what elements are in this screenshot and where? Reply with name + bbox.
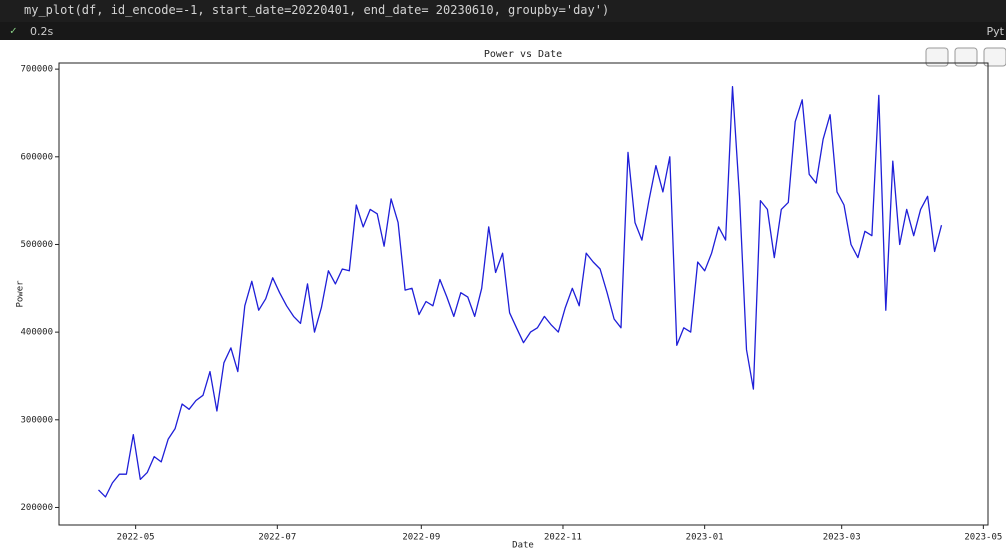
- x-tick-label: 2022-07: [258, 533, 296, 543]
- x-tick-label: 2023-05: [964, 533, 1002, 543]
- x-tick-label: 2022-09: [402, 533, 440, 543]
- y-tick-label: 600000: [20, 152, 53, 162]
- figure-bg: [0, 40, 1006, 554]
- axes-frame: [58, 62, 989, 526]
- y-tick-label: 700000: [20, 65, 53, 75]
- power-line: [98, 86, 943, 498]
- kernel-label[interactable]: Pyt: [986, 25, 1004, 38]
- code-text: my_plot(df, id_encode=-1, start_date=202…: [24, 3, 610, 17]
- chart-title: Power vs Date: [484, 49, 562, 60]
- y-tick-label: 300000: [20, 415, 53, 425]
- y-tick-label: 500000: [20, 240, 53, 250]
- x-tick-label: 2023-01: [686, 533, 724, 543]
- save-button[interactable]: [983, 47, 1006, 67]
- y-axis-label: Power: [16, 280, 26, 308]
- chart-button[interactable]: [954, 47, 978, 67]
- y-tick-label: 200000: [20, 503, 53, 513]
- check-icon: ✓: [10, 24, 17, 37]
- code-cell[interactable]: my_plot(df, id_encode=-1, start_date=202…: [0, 0, 1006, 22]
- cell-status: ✓ 0.2s Pyt: [0, 22, 1006, 40]
- chart: Power vs Date Date Power 200000 300000 400…: [0, 40, 1006, 554]
- x-tick-label: 2022-11: [544, 533, 582, 543]
- y-tick-label: 400000: [20, 328, 53, 338]
- x-tick-label: 2023-03: [823, 533, 861, 543]
- x-tick-label: 2022-05: [117, 533, 155, 543]
- x-axis-label: Date: [512, 541, 534, 551]
- exec-time: 0.2s: [30, 25, 54, 38]
- copy-button[interactable]: [925, 47, 949, 67]
- toolbar: [925, 47, 1006, 67]
